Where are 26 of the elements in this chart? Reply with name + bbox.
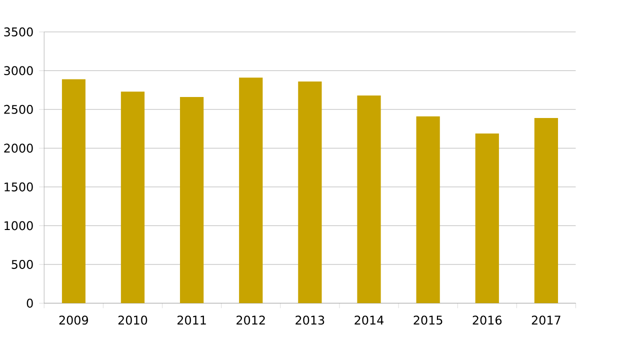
bar (298, 82, 322, 304)
x-tick-label: 2016 (472, 316, 502, 325)
y-tick-label: 1000 (4, 221, 33, 230)
bar (239, 78, 263, 304)
x-tick-label: 2010 (118, 316, 148, 325)
y-tick-label: 500 (12, 260, 33, 270)
y-tick-label: 1500 (4, 182, 33, 192)
x-tick-label: 2017 (532, 316, 560, 325)
x-tick-label: 2014 (354, 316, 384, 325)
bar (180, 97, 204, 304)
y-tick-label: 3000 (4, 66, 33, 76)
x-tick-label: 2011 (177, 316, 206, 325)
bar (534, 118, 558, 304)
bar (357, 96, 381, 304)
x-tick-label: 2009 (59, 316, 88, 325)
x-tick-label: 2012 (236, 316, 265, 325)
bar (62, 79, 86, 304)
bar (120, 92, 145, 304)
y-tick-label: 0 (26, 298, 33, 308)
bar (475, 134, 499, 304)
y-tick-label: 2000 (4, 144, 33, 153)
y-tick-label: 3500 (4, 27, 33, 37)
x-tick-label: 2013 (296, 316, 324, 325)
bar (416, 116, 440, 304)
x-tick-label: 2015 (414, 316, 442, 325)
y-tick-label: 2500 (4, 104, 33, 114)
